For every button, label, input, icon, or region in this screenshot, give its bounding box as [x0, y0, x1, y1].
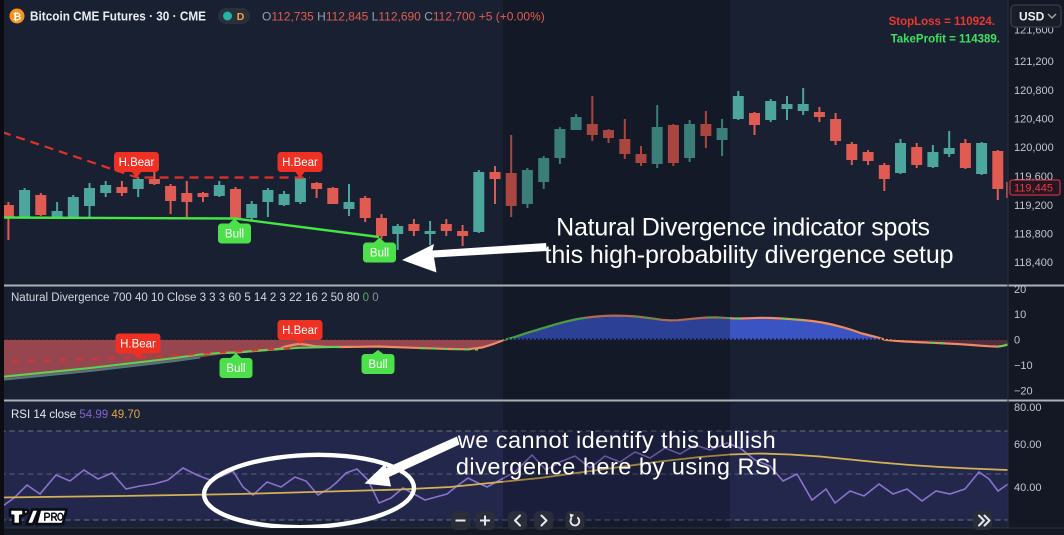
svg-text:we cannot identify this bullis: we cannot identify this bullish — [457, 427, 776, 453]
svg-text:119,200: 119,200 — [1014, 200, 1053, 212]
svg-text:119,445: 119,445 — [1014, 183, 1053, 195]
svg-text:Natural Divergence 700 40 10 C: Natural Divergence 700 40 10 Close 3 3 3… — [11, 292, 379, 304]
svg-text:Natural Divergence indicator s: Natural Divergence indicator spots — [556, 214, 930, 242]
svg-text:−20: −20 — [1014, 386, 1033, 398]
svg-text:20: 20 — [1014, 284, 1026, 296]
svg-text:Bitcoin CME Futures · 30 · CME: Bitcoin CME Futures · 30 · CME — [30, 9, 206, 24]
svg-text:120,400: 120,400 — [1014, 114, 1054, 126]
svg-text:₿: ₿ — [13, 11, 22, 23]
svg-text:H.Bear: H.Bear — [282, 157, 318, 169]
svg-text:D: D — [237, 11, 245, 23]
svg-text:120,000: 120,000 — [1014, 142, 1054, 154]
svg-text:H.Bear: H.Bear — [282, 325, 318, 337]
svg-text:TakeProfit = 114389.: TakeProfit = 114389. — [891, 34, 1000, 46]
svg-text:0: 0 — [1014, 335, 1020, 347]
svg-text:Bull: Bull — [370, 248, 389, 260]
svg-text:RSI 14 close 54.99 49.70: RSI 14 close 54.99 49.70 — [11, 409, 140, 421]
svg-text:Bull: Bull — [368, 359, 387, 371]
svg-text:H.Bear: H.Bear — [119, 157, 155, 169]
svg-text:O112,735 H112,845 L112,690 C11: O112,735 H112,845 L112,690 C112,700 +5 (… — [262, 10, 545, 24]
svg-text:Bull: Bull — [226, 363, 245, 375]
svg-text:Bull: Bull — [225, 229, 244, 241]
svg-text:−10: −10 — [1014, 360, 1033, 372]
svg-text:StopLoss = 110924.: StopLoss = 110924. — [889, 16, 995, 28]
svg-text:10: 10 — [1014, 309, 1026, 321]
svg-text:118,400: 118,400 — [1014, 257, 1053, 269]
svg-text:121,200: 121,200 — [1014, 56, 1054, 68]
svg-text:USD: USD — [1019, 10, 1045, 24]
svg-text:120,800: 120,800 — [1014, 85, 1054, 97]
svg-text:60.00: 60.00 — [1014, 439, 1042, 451]
svg-text:118,800: 118,800 — [1014, 229, 1053, 241]
svg-text:80.00: 80.00 — [1014, 402, 1042, 414]
svg-text:divergence here by using RSI: divergence here by using RSI — [456, 454, 778, 480]
svg-text:this high-probability divergen: this high-probability divergence setup — [545, 241, 954, 269]
svg-text:H.Bear: H.Bear — [120, 339, 156, 351]
svg-text:40.00: 40.00 — [1014, 482, 1042, 494]
